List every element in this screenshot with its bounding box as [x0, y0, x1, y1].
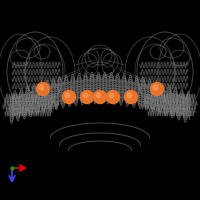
Circle shape	[80, 90, 94, 104]
Circle shape	[153, 85, 158, 90]
Circle shape	[39, 85, 44, 90]
Circle shape	[65, 93, 70, 98]
Circle shape	[94, 90, 106, 104]
Circle shape	[36, 82, 50, 96]
Circle shape	[96, 93, 101, 98]
Circle shape	[106, 90, 119, 104]
Circle shape	[62, 90, 76, 104]
Circle shape	[83, 93, 88, 98]
Circle shape	[127, 93, 132, 98]
Circle shape	[151, 82, 164, 96]
Circle shape	[109, 93, 114, 98]
Circle shape	[124, 90, 138, 104]
